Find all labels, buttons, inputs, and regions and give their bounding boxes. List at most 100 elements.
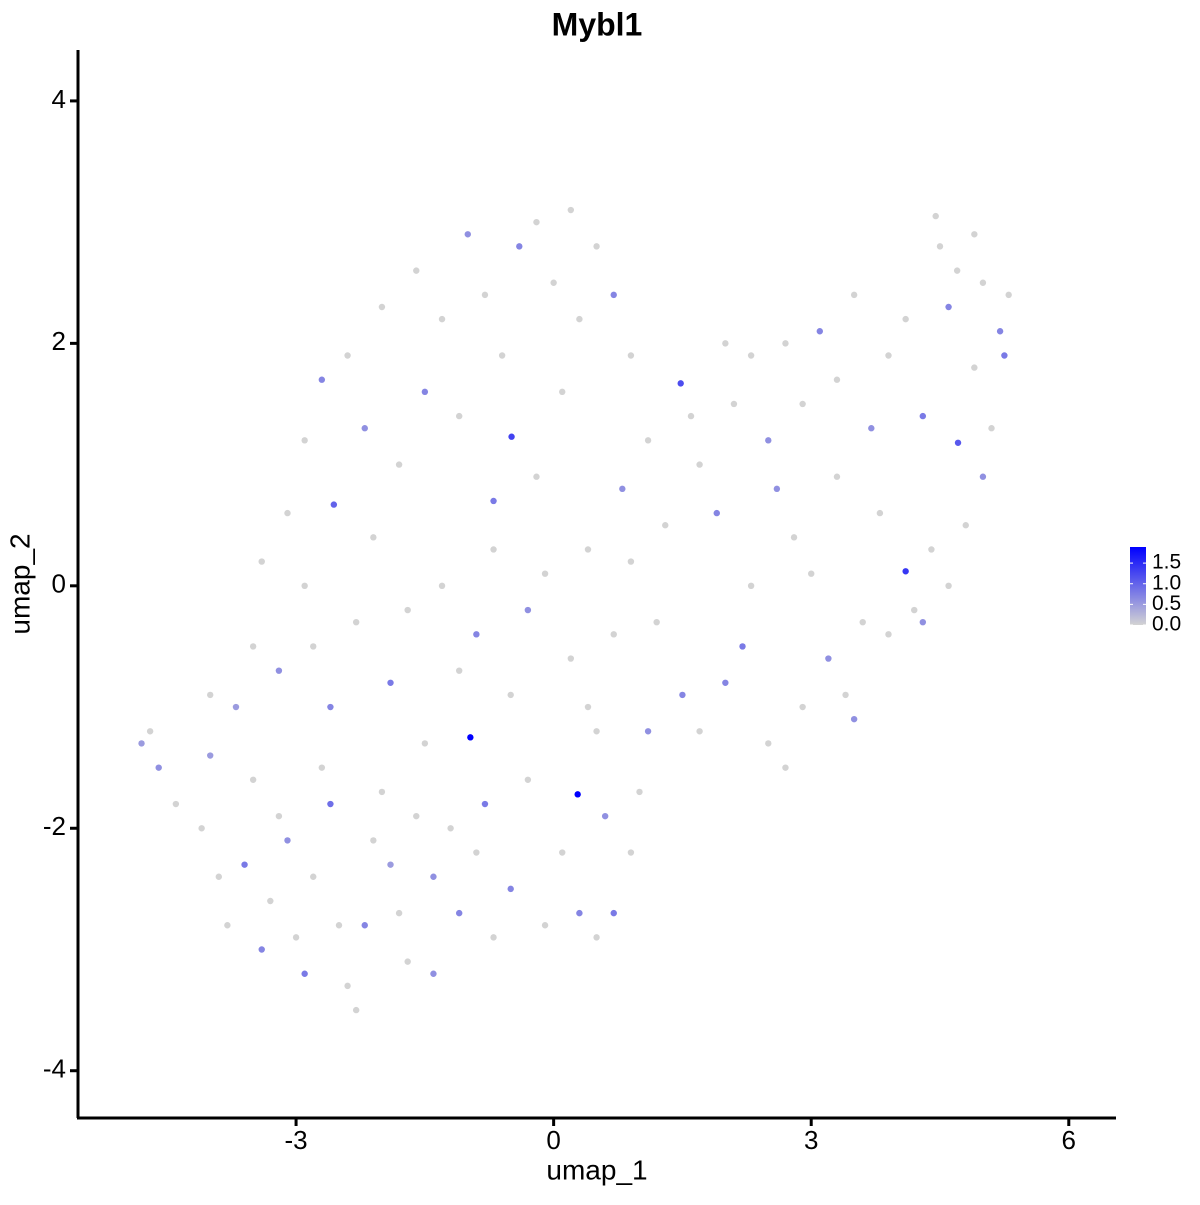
cell-point [516,243,523,250]
cell-point [249,643,257,650]
colorbar-tick-label: 0.5 [1152,592,1181,615]
cell-point [292,934,300,941]
cell-point [438,582,446,590]
cell-point [241,861,248,868]
x-tick-label: 6 [1062,1125,1076,1155]
cell-point [318,376,326,383]
cell-point [833,376,841,383]
cell-point [490,497,497,505]
cell-point [971,364,978,371]
cell-point [490,934,497,941]
cell-point [361,922,368,929]
cell-point [593,243,600,250]
cell-point [996,328,1004,335]
cell-point [567,655,575,662]
cell-point [1001,352,1008,359]
y-tick-label: 2 [52,326,66,356]
cell-point [413,812,420,820]
cell-point [327,800,334,808]
cell-point [932,212,939,220]
cell-point [722,679,729,686]
cell-point [644,437,652,444]
y-axis-label: umap_2 [4,533,35,634]
cell-point [310,643,317,650]
x-tick-label: -3 [285,1125,308,1155]
cell-point [146,728,154,735]
cell-point [310,873,317,880]
cell-point [138,740,145,747]
y-tick-label: -4 [43,1054,66,1084]
cell-point [524,606,532,614]
cell-point [653,618,660,626]
cell-point [490,546,497,553]
cell-point [876,509,884,517]
cell-point [370,837,377,844]
cell-point [799,400,806,408]
cell-point [413,267,420,274]
cell-point [936,243,944,250]
cell-point [574,791,581,798]
cell-point [421,740,429,747]
cell-point [584,703,592,711]
cell-point [533,473,540,480]
cell-point [481,291,489,299]
cell-point [335,922,343,929]
x-tick-label: 3 [804,1125,818,1155]
cell-point [885,352,892,359]
cell-point [387,861,394,868]
cell-point [387,679,394,686]
cell-point [644,728,652,735]
cell-point [833,473,841,480]
colorbar [1130,547,1146,625]
cell-point [627,849,635,856]
cell-point [627,558,635,565]
cell-point [945,582,952,590]
cell-point [404,958,411,965]
cell-point [275,812,283,820]
cell-point [945,303,952,311]
cell-point [954,439,962,446]
cell-point [679,691,686,699]
cell-point [747,352,755,359]
cell-point [395,461,403,468]
y-tick-label: -2 [43,811,66,841]
cell-point [207,691,214,699]
cell-point [172,800,180,808]
cell-point [550,279,557,286]
cell-point [456,412,463,420]
cell-point [301,437,308,444]
cell-point [198,825,205,832]
cell-point [284,837,291,844]
cell-point [988,425,995,432]
cell-point [765,740,772,747]
cell-point [627,352,635,359]
cell-point [885,631,892,638]
cell-point [318,764,326,771]
cell-point [395,909,403,917]
cell-point [327,703,334,711]
cell-point [816,328,823,335]
cell-point [677,380,684,387]
cell-point [284,509,291,517]
cell-point [919,412,927,420]
cell-point [593,934,600,941]
cell-point [825,655,832,662]
cell-point [722,340,729,347]
cell-point [404,606,411,614]
cell-point [601,812,609,820]
cell-point [533,218,540,226]
cell-point [919,618,927,626]
cell-point [842,691,849,699]
cell-point [456,667,463,674]
cell-point [447,825,454,832]
cell-point [747,582,755,590]
cell-point [559,849,566,856]
cell-point [576,315,583,323]
cell-point [467,734,474,741]
y-tick-label: 4 [52,84,66,114]
x-axis-label: umap_1 [546,1154,647,1185]
cell-point [713,509,720,517]
cell-point [610,291,617,299]
cell-point [344,982,351,990]
